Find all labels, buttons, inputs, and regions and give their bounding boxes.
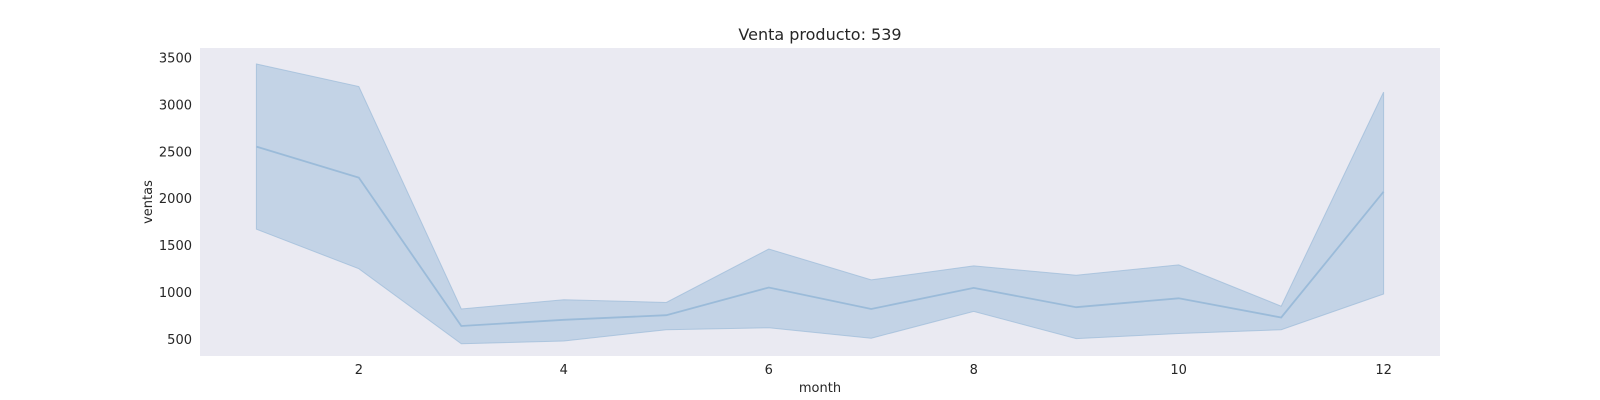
y-axis-label: ventas [141, 180, 156, 224]
chart-title: Venta producto: 539 [738, 25, 901, 44]
y-tick-label: 2500 [159, 145, 192, 160]
y-tick-label: 500 [167, 333, 192, 348]
x-tick-label: 4 [560, 363, 568, 378]
y-tick-label: 3000 [159, 98, 192, 113]
y-tick-label: 3500 [159, 51, 192, 66]
x-tick-label: 8 [970, 363, 978, 378]
x-axis-ticks: 2 4 6 8 10 12 [355, 363, 1392, 378]
y-tick-label: 1500 [159, 239, 192, 254]
x-tick-label: 10 [1170, 363, 1187, 378]
y-tick-label: 2000 [159, 192, 192, 207]
series-line-layer [256, 145, 1385, 327]
confidence-band [255, 63, 1385, 345]
x-tick-label: 2 [355, 363, 363, 378]
series-line [256, 145, 1385, 327]
confidence-band-layer [255, 63, 1385, 345]
y-axis-ticks: 500 1000 1500 2000 2500 3000 3500 [159, 51, 192, 348]
x-tick-label: 6 [765, 363, 773, 378]
x-tick-label: 12 [1375, 363, 1392, 378]
y-tick-label: 1000 [159, 286, 192, 301]
x-axis-label: month [799, 381, 841, 396]
